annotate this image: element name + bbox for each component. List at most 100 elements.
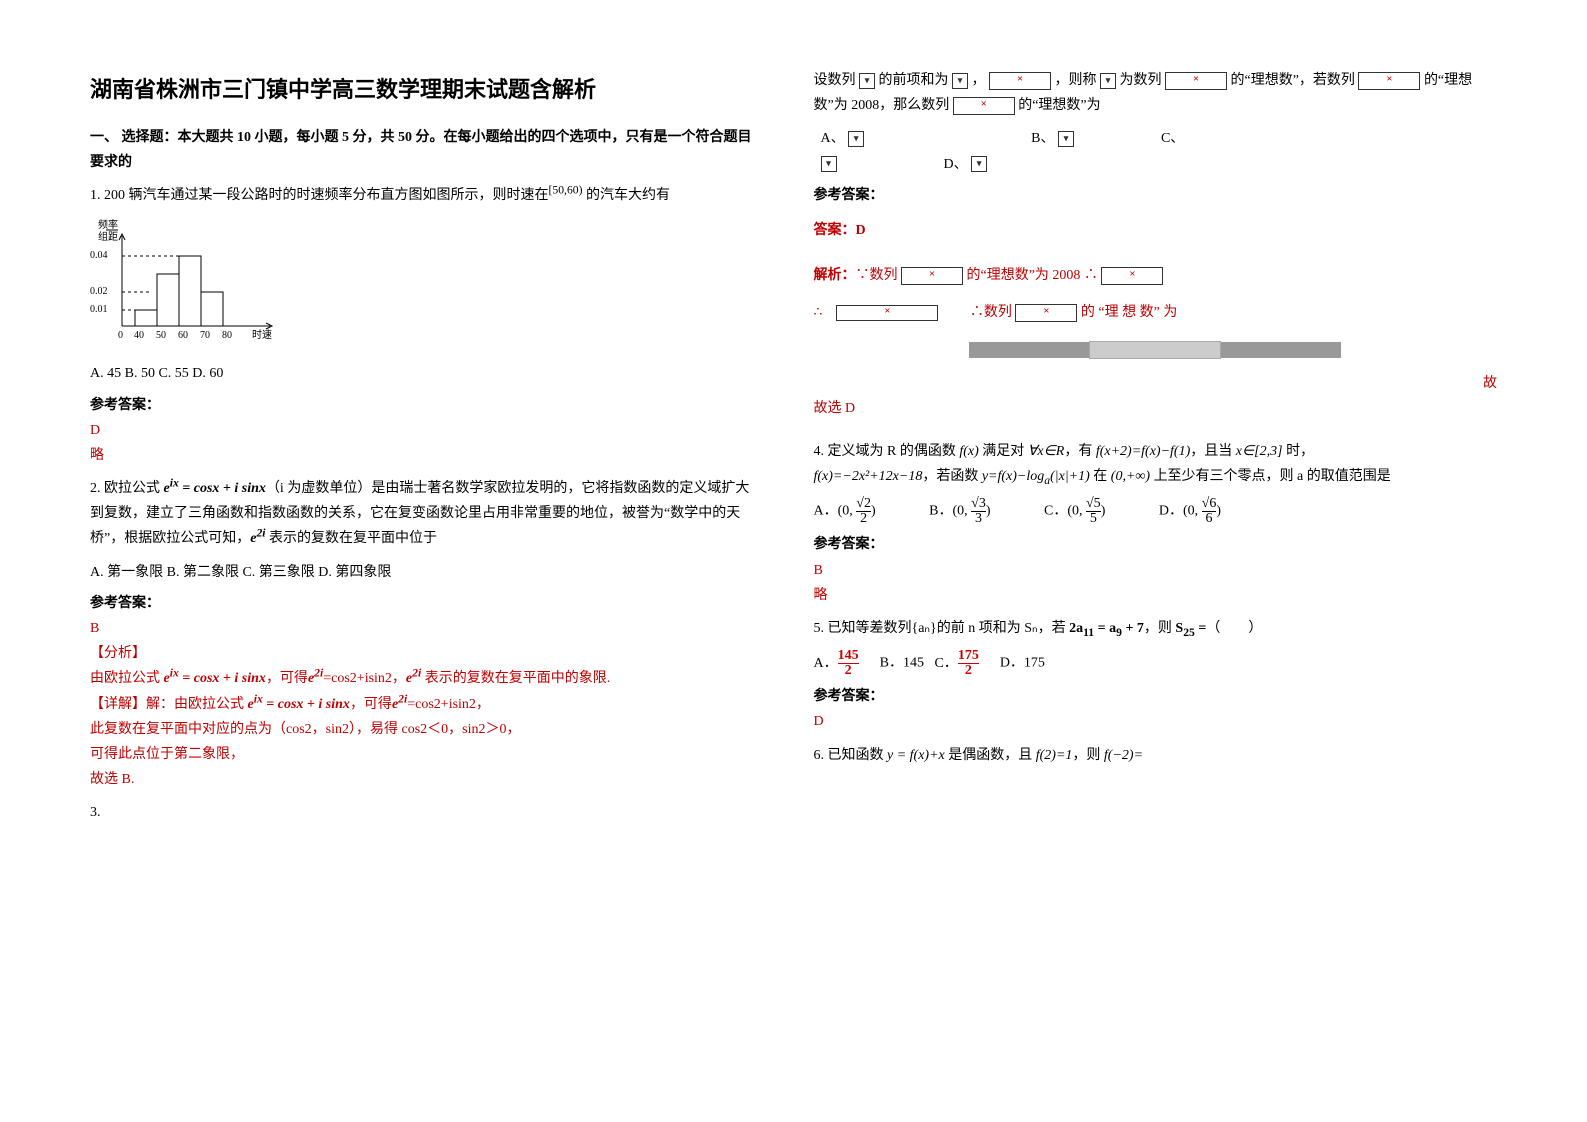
q2-analysis-label: 【分析】 bbox=[90, 641, 754, 666]
q5-opts: A．1452 B．145 C．1752 D．175 bbox=[814, 649, 1498, 678]
q3-b: 的前项和为 bbox=[875, 73, 952, 88]
title: 湖南省株洲市三门镇中学高三数学理期末试题含解析 bbox=[90, 70, 754, 110]
placeholder-icon bbox=[1101, 267, 1163, 285]
q2-opts: A. 第一象限 B. 第二象限 C. 第三象限 D. 第四象限 bbox=[90, 560, 754, 585]
q5-opt-c: C．1752 bbox=[934, 656, 978, 671]
q3-jiexi2: ∴ ∴数列 的 “理 想 数” 为 bbox=[814, 300, 1498, 325]
q1-interval: [50,60) bbox=[549, 183, 583, 196]
q5-opt-a: A．1452 bbox=[814, 656, 859, 671]
q1-histogram: 频率 组距 0.04 0.02 0.01 bbox=[90, 216, 754, 355]
placeholder-icon bbox=[1165, 72, 1227, 90]
q3-jx-b: 的“理想数”为 2008 ∴ bbox=[963, 268, 1098, 283]
placeholder-icon bbox=[989, 72, 1051, 90]
placeholder-icon bbox=[971, 156, 987, 172]
q3-opt-d: D、 bbox=[944, 157, 968, 172]
q4-opt-b: B．(0, √33) bbox=[929, 497, 990, 526]
svg-text:0.02: 0.02 bbox=[90, 286, 108, 297]
placeholder-icon bbox=[952, 73, 968, 89]
q4-ans: B bbox=[814, 558, 1498, 583]
svg-text:80: 80 bbox=[222, 330, 232, 341]
page: 湖南省株洲市三门镇中学高三数学理期末试题含解析 一、 选择题：本大题共 10 小… bbox=[0, 0, 1587, 1122]
svg-text:频率: 频率 bbox=[98, 218, 118, 231]
placeholder-icon bbox=[1015, 304, 1077, 322]
q2-stem: 2. 欧拉公式 eix = cosx + i sinx（i 为虚数单位）是由瑞士… bbox=[90, 476, 754, 552]
svg-text:40: 40 bbox=[134, 330, 144, 341]
q3-gu: 故 bbox=[814, 371, 1498, 396]
q4-opts: A．(0, √22) B．(0, √33) C．(0, √55) D．(0, √… bbox=[814, 497, 1498, 526]
q4-a: 4. 定义域为 R 的偶函数 bbox=[814, 444, 960, 459]
q3-jiexi: 解析：∵数列 的“理想数”为 2008 ∴ bbox=[814, 263, 1498, 288]
q2-det-b: ，可得 bbox=[350, 697, 392, 712]
q5-ans-label: 参考答案： bbox=[814, 684, 1498, 709]
q3-opt-a: A、 bbox=[821, 131, 845, 146]
placeholder-icon bbox=[848, 131, 864, 147]
q3-opts: A、 B、 C、 D、 bbox=[814, 126, 1498, 176]
q3-h: 的“理想数”为 bbox=[1015, 98, 1101, 113]
q4-opt-c: C．(0, √55) bbox=[1044, 497, 1105, 526]
q3-end: 故选 D bbox=[814, 396, 1498, 421]
svg-text:0.04: 0.04 bbox=[90, 250, 108, 261]
q4-opt-d: D．(0, √66) bbox=[1159, 497, 1221, 526]
q3-c: ， bbox=[968, 73, 986, 88]
q4-e: 时， bbox=[1283, 444, 1315, 459]
right-column: 设数列 的前项和为 ， ，则称 为数列 的“理想数”，若数列 的“理想数”为 2… bbox=[794, 0, 1587, 1122]
placeholder-icon bbox=[836, 305, 938, 321]
svg-text:0.01: 0.01 bbox=[90, 304, 108, 315]
q2-a: 2. 欧拉公式 bbox=[90, 481, 164, 496]
q4-c: ，有 bbox=[1064, 444, 1096, 459]
q4-f: ，若函数 bbox=[922, 469, 982, 484]
placeholder-icon bbox=[953, 97, 1015, 115]
q2-det-c: =cos2+isin2， bbox=[407, 697, 490, 712]
q1-stem-a: 1. 200 辆汽车通过某一段公路时的时速频率分布直方图如图所示，则时速在 bbox=[90, 188, 549, 203]
q6-stem: 6. 已知函数 y = f(x)+x 是偶函数，且 f(2)=1，则 f(−2)… bbox=[814, 743, 1498, 768]
svg-text:60: 60 bbox=[178, 330, 188, 341]
q2-det-a: 解：由欧拉公式 bbox=[146, 697, 248, 712]
q2-detail2: 此复数在复平面中对应的点为（cos2，sin2），易得 cos2＜0，sin2＞… bbox=[90, 717, 754, 742]
q1-ans: D bbox=[90, 418, 754, 443]
q5-ans: D bbox=[814, 709, 1498, 734]
q4-b: 满足对 bbox=[979, 444, 1028, 459]
placeholder-icon bbox=[859, 73, 875, 89]
q2-an-a: 由欧拉公式 bbox=[90, 671, 164, 686]
q1-stem-b: 的汽车大约有 bbox=[583, 188, 671, 203]
q5-opt-d: D．175 bbox=[1000, 656, 1045, 671]
left-column: 湖南省株洲市三门镇中学高三数学理期末试题含解析 一、 选择题：本大题共 10 小… bbox=[0, 0, 794, 1122]
q4-h: 上至少有三个零点，则 a 的取值范围是 bbox=[1150, 469, 1391, 484]
q4-d: ，且当 bbox=[1190, 444, 1236, 459]
q4-g: 在 bbox=[1090, 469, 1111, 484]
q3-d: ，则称 bbox=[1051, 73, 1100, 88]
q3-f: 的“理想数”，若数列 bbox=[1227, 73, 1358, 88]
q5-opt-b: B．145 bbox=[880, 656, 924, 671]
histogram-svg: 频率 组距 0.04 0.02 0.01 bbox=[90, 216, 290, 346]
q4-opt-a: A．(0, √22) bbox=[814, 497, 876, 526]
q3-ans-label: 参考答案： bbox=[814, 183, 1498, 208]
q3-jx-lbl: 解析： bbox=[814, 268, 856, 283]
q3-th: ∴ bbox=[814, 305, 823, 320]
q3-jx-a: ∵数列 bbox=[856, 268, 902, 283]
placeholder-icon bbox=[821, 156, 837, 172]
q2-an-d: 表示的复数在复平面中的象限. bbox=[421, 671, 610, 686]
q1-opts: A. 45 B. 50 C. 55 D. 60 bbox=[90, 361, 754, 386]
q2-det-lbl: 【详解】 bbox=[90, 697, 146, 712]
q2-analysis: 由欧拉公式 eix = cosx + i sinx，可得e2i=cos2+isi… bbox=[90, 666, 754, 691]
q2-an-b: ，可得 bbox=[266, 671, 308, 686]
q3-a: 设数列 bbox=[814, 73, 860, 88]
svg-text:组距: 组距 bbox=[98, 230, 118, 243]
svg-text:50: 50 bbox=[156, 330, 166, 341]
q2-an-c: =cos2+isin2， bbox=[323, 671, 406, 686]
q5-b: ，则 bbox=[1144, 621, 1176, 636]
q3-ans: 答案：D bbox=[814, 218, 1498, 243]
q4-stem: 4. 定义域为 R 的偶函数 f(x) 满足对 ∀x∈R，有 f(x+2)=f(… bbox=[814, 439, 1498, 489]
q3-num: 3. bbox=[90, 800, 754, 825]
q3-jx-d: 的 “理 想 数” 为 bbox=[1081, 305, 1177, 320]
placeholder-icon bbox=[901, 267, 963, 285]
section-1-head: 一、 选择题：本大题共 10 小题，每小题 5 分，共 50 分。在每小题给出的… bbox=[90, 125, 754, 175]
q3-jx-c: ∴数列 bbox=[970, 305, 1016, 320]
q1-stem: 1. 200 辆汽车通过某一段公路时的时速频率分布直方图如图所示，则时速在[50… bbox=[90, 183, 754, 208]
svg-text:0: 0 bbox=[118, 330, 123, 341]
svg-text:70: 70 bbox=[200, 330, 210, 341]
q5-c: （ ） bbox=[1206, 621, 1262, 636]
q6-b: 是偶函数，且 bbox=[945, 748, 1036, 763]
q3-jiexi-bar bbox=[814, 338, 1498, 363]
q5-a: 5. 已知等差数列{aₙ}的前 n 项和为 Sₙ，若 bbox=[814, 621, 1070, 636]
